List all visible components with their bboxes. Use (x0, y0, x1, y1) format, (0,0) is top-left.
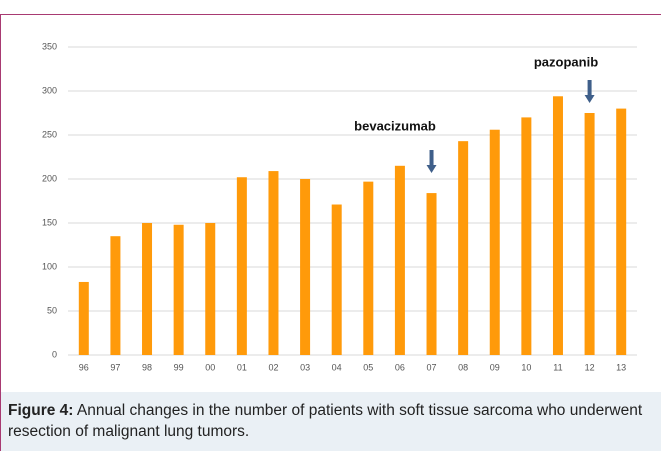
x-tick-label: 13 (616, 362, 626, 372)
annotation: pazopanib (534, 54, 598, 69)
bar (458, 141, 469, 355)
arrow-head (584, 95, 595, 103)
y-tick-label: 250 (42, 129, 57, 139)
bar (584, 113, 595, 355)
bar (142, 223, 153, 355)
y-tick-label: 200 (42, 173, 57, 183)
arrow-head (426, 165, 437, 173)
bar (426, 193, 437, 355)
y-tick-label: 100 (42, 261, 57, 271)
x-tick-label: 08 (458, 362, 468, 372)
bar (616, 108, 627, 355)
x-tick-label: 01 (237, 362, 247, 372)
bar (78, 281, 89, 355)
x-tick-label: 00 (205, 362, 215, 372)
y-tick-label: 150 (42, 217, 57, 227)
bar (110, 236, 121, 355)
arrow-shaft (429, 150, 434, 166)
bar (331, 204, 342, 355)
x-tick-label: 98 (142, 362, 152, 372)
caption-text: Annual changes in the number of patients… (8, 402, 643, 440)
bar (173, 224, 184, 355)
bar (489, 129, 500, 355)
caption-label: Figure 4: (8, 402, 74, 419)
x-tick-label: 99 (174, 362, 184, 372)
frame (0, 14, 661, 451)
x-tick-label: 03 (300, 362, 310, 372)
y-tick-label: 50 (47, 305, 57, 315)
x-tick-label: 09 (490, 362, 500, 372)
bar (521, 117, 532, 356)
bar (300, 179, 311, 355)
bar (236, 177, 247, 355)
bar (394, 165, 405, 355)
arrow-shaft (587, 80, 592, 96)
x-tick-label: 10 (521, 362, 531, 372)
x-tick-label: 06 (395, 362, 405, 372)
x-tick-label: 04 (332, 362, 342, 372)
bar (205, 223, 216, 355)
y-tick-label: 300 (42, 85, 57, 95)
annotation: bevacizumab (354, 118, 436, 133)
x-tick-label: 12 (585, 362, 595, 372)
bar (268, 171, 279, 355)
x-tick-label: 11 (553, 362, 562, 372)
caption: Figure 4: Annual changes in the number o… (1, 392, 661, 451)
x-tick-label: 96 (79, 362, 89, 372)
bar (552, 96, 563, 355)
y-tick-label: 350 (42, 41, 57, 51)
x-tick-label: 07 (427, 362, 437, 372)
x-tick-label: 05 (363, 362, 373, 372)
x-tick-label: 97 (110, 362, 120, 372)
y-tick-label: 0 (52, 349, 57, 359)
bar (363, 181, 374, 355)
x-tick-label: 02 (268, 362, 278, 372)
